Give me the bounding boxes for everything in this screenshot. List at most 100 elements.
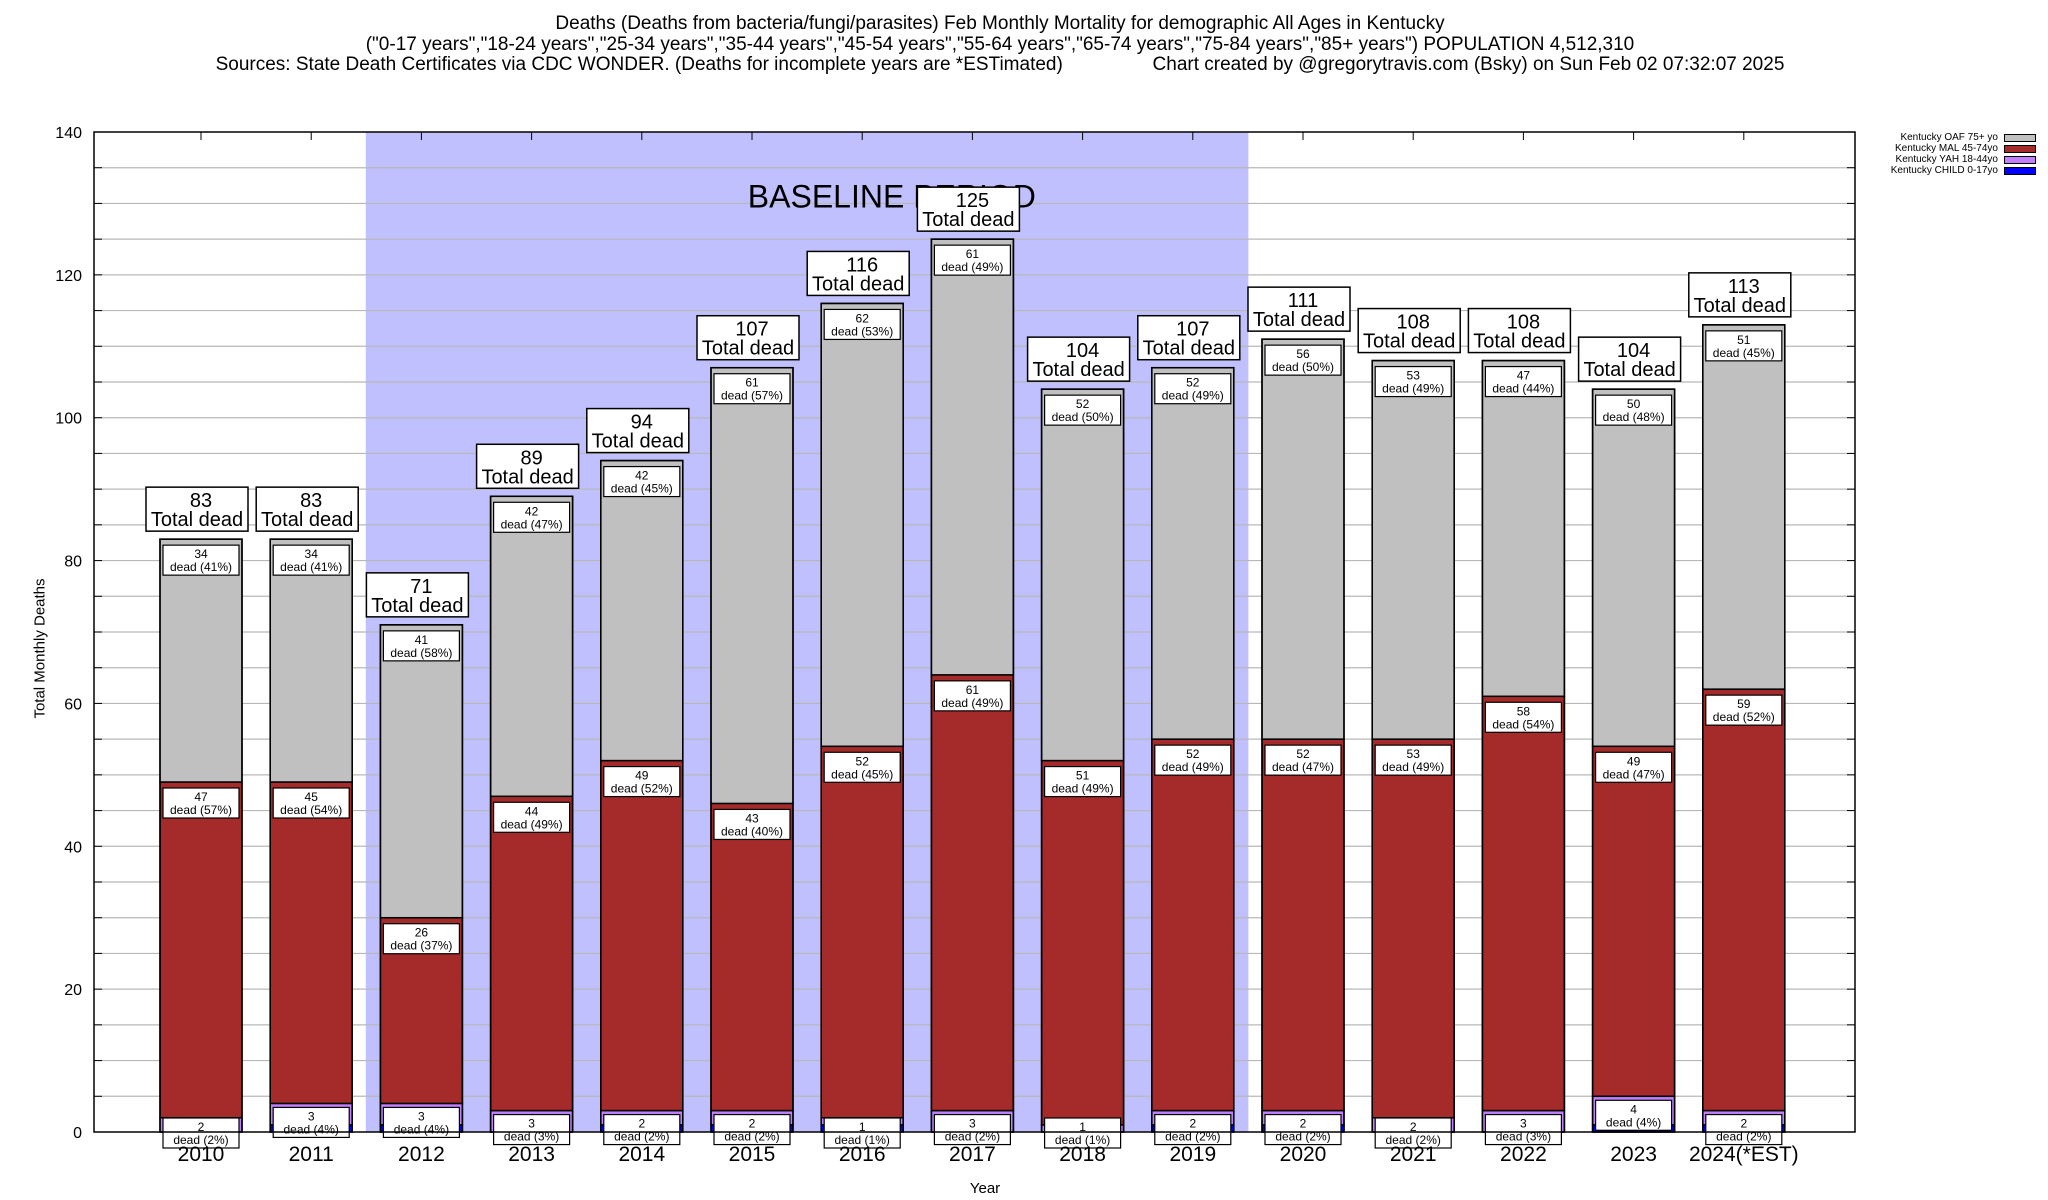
bar-segment-mal (1151, 738, 1235, 1112)
segment-label-pct: dead (45%) (611, 482, 673, 496)
total-label-count: 125 (956, 190, 989, 212)
segment-label-pct: dead (49%) (1382, 760, 1444, 774)
total-label-count: 113 (1728, 276, 1760, 298)
segment-label-pct: dead (4%) (394, 1122, 449, 1136)
legend-swatch (2004, 155, 2036, 164)
segment-label-pct: dead (49%) (501, 817, 563, 831)
segment-label-count: 49 (635, 769, 649, 783)
segment-label-box (1154, 373, 1232, 405)
segment-label-pct: dead (49%) (1052, 782, 1114, 796)
segment-label-pct: dead (45%) (831, 767, 893, 781)
segment-label-box (1374, 744, 1452, 776)
bar-segment-mal (600, 759, 684, 1112)
segment-label-pct: dead (45%) (1713, 346, 1775, 360)
bar-segment-oaf (379, 624, 464, 919)
bar-segment-oaf (1261, 338, 1345, 740)
segment-label-box (382, 923, 460, 955)
segment-label-count: 2 (1410, 1120, 1417, 1134)
legend-label: Kentucky MAL 45-74yo (1894, 143, 1998, 154)
total-label-text: Total dead (1694, 295, 1786, 317)
bar-segment-mal (269, 781, 353, 1105)
bar-segment-mal (1371, 738, 1455, 1119)
legend-item: Kentucky OAF 75+ yo (1891, 132, 2036, 143)
segment-label-count: 1 (859, 1120, 866, 1134)
legend-label: Kentucky YAH 18-44yo (1895, 154, 1998, 165)
segment-label-count: 62 (856, 311, 870, 325)
segment-label-count: 2 (198, 1120, 205, 1134)
segment-label-pct: dead (57%) (721, 389, 783, 403)
legend-item: Kentucky CHILD 0-17yo (1891, 165, 2036, 176)
segment-label-count: 50 (1627, 397, 1641, 411)
segment-label-count: 4 (1630, 1102, 1637, 1116)
segment-label-box (1594, 1099, 1673, 1131)
segment-label-pct: dead (44%) (1492, 382, 1554, 396)
total-label-text: Total dead (1583, 359, 1675, 381)
total-label-box (696, 314, 800, 361)
bar-segment-oaf (1481, 359, 1566, 698)
segment-label-pct: dead (41%) (280, 560, 342, 574)
segment-label-box (382, 630, 460, 662)
segment-label-count: 53 (1407, 747, 1421, 761)
total-label-count: 94 (631, 412, 653, 434)
segment-label-count: 61 (966, 683, 980, 697)
segment-label-box (713, 373, 791, 405)
segment-label-count: 52 (1186, 747, 1200, 761)
legend-swatch (2004, 133, 2036, 142)
total-label-text: Total dead (1032, 359, 1124, 381)
legend-swatch (2004, 166, 2036, 175)
segment-label-count: 52 (856, 754, 870, 768)
y-tick-label: 80 (64, 554, 82, 571)
segment-label-box (713, 808, 791, 841)
segment-label-count: 43 (745, 811, 759, 825)
segment-label-box (933, 244, 1012, 276)
total-label-text: Total dead (261, 509, 353, 531)
segment-label-box (823, 308, 901, 341)
x-tick-label: 2021 (1390, 1143, 1437, 1166)
segment-label-pct: dead (4%) (284, 1122, 339, 1136)
total-label-box (475, 443, 580, 490)
segment-label-pct: dead (4%) (1606, 1115, 1661, 1129)
total-label-count: 83 (300, 490, 322, 512)
segment-label-count: 3 (418, 1109, 425, 1123)
segment-label-box (823, 1117, 901, 1149)
total-label-count: 104 (1066, 340, 1099, 362)
legend-item: Kentucky YAH 18-44yo (1891, 154, 2036, 165)
segment-label-count: 59 (1737, 697, 1751, 711)
segment-label-count: 61 (966, 247, 980, 261)
total-label-box (1026, 336, 1131, 382)
segment-label-pct: dead (3%) (1496, 1130, 1551, 1144)
segment-label-pct: dead (2%) (1165, 1130, 1220, 1144)
segment-label-pct: dead (47%) (1272, 760, 1334, 774)
total-label-text: Total dead (1363, 331, 1455, 353)
segment-label-count: 3 (308, 1109, 315, 1123)
x-tick-label: 2014 (618, 1143, 665, 1166)
legend-label: Kentucky CHILD 0-17yo (1890, 165, 1998, 176)
legend-label: Kentucky OAF 75+ yo (1900, 132, 1998, 143)
total-label-text: Total dead (1143, 338, 1235, 360)
segment-label-count: 42 (635, 469, 649, 483)
segment-label-box (1594, 394, 1673, 426)
chart-title: Deaths (Deaths from bacteria/fungi/paras… (555, 13, 1445, 34)
segment-label-box (1705, 330, 1783, 362)
segment-label-box (603, 1113, 681, 1146)
segment-label-box (603, 765, 681, 798)
segment-label-pct: dead (2%) (945, 1130, 1000, 1144)
total-label-text: Total dead (481, 466, 573, 488)
segment-label-pct: dead (37%) (390, 939, 452, 953)
segment-label-count: 52 (1186, 376, 1200, 390)
segment-label-pct: dead (2%) (1716, 1130, 1771, 1144)
total-label-box (365, 572, 470, 618)
total-label-count: 71 (410, 576, 432, 598)
total-label-box (1688, 272, 1792, 318)
total-label-box (145, 486, 249, 532)
segment-label-box (823, 751, 901, 783)
x-axis-label: Year (969, 1180, 1001, 1197)
y-tick-label: 40 (64, 839, 82, 856)
bar-segment-mal (1702, 688, 1786, 1112)
y-tick-label: 60 (64, 696, 82, 713)
segment-label-pct: dead (40%) (721, 824, 783, 838)
segment-label-box (1264, 744, 1342, 776)
segment-label-pct: dead (50%) (1272, 360, 1334, 374)
x-tick-label: 2010 (178, 1143, 225, 1166)
segment-label-box (1484, 1113, 1563, 1146)
